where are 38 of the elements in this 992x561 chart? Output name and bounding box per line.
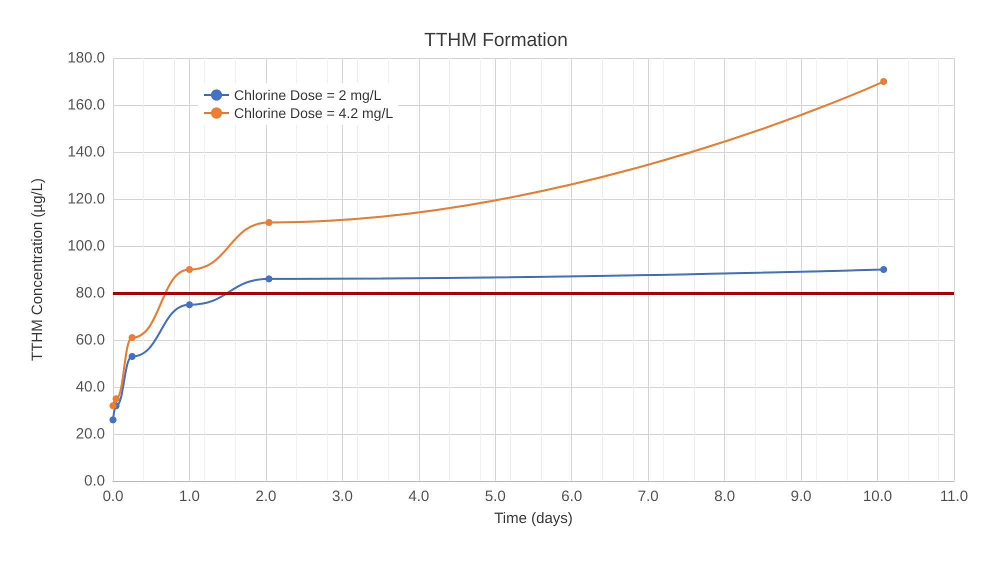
y-tick-label: 100.0 [67, 238, 105, 254]
x-tick-label: 5.0 [484, 488, 506, 505]
x-tick-label: 1.0 [179, 488, 200, 505]
x-tick-label: 4.0 [408, 488, 430, 505]
y-axis-title: TTHM Concentration (µg/L) [29, 178, 46, 361]
x-axis-title: Time (days) [494, 510, 573, 527]
point [186, 266, 193, 273]
point [265, 275, 272, 282]
y-tick-label: 20.0 [76, 426, 105, 442]
point [186, 301, 193, 308]
x-tick-label: 11.0 [940, 488, 968, 505]
point [128, 334, 136, 342]
x-tick-label: 0.0 [102, 488, 124, 505]
y-tick-label: 160.0 [67, 96, 105, 114]
legend-label: Chlorine Dose = 4.2 mg/L [234, 105, 394, 121]
legend-label: Chlorine Dose = 2 mg/L [234, 87, 382, 103]
point [880, 266, 888, 273]
y-tick-label: 60.0 [76, 332, 105, 348]
y-tick-label: 0.0 [84, 472, 105, 490]
x-tick-label: 7.0 [638, 488, 659, 505]
point [128, 352, 136, 360]
x-tick-label: 10.0 [862, 488, 892, 505]
point [265, 219, 272, 226]
x-tick-label: 9.0 [790, 488, 812, 505]
x-tick-label: 6.0 [561, 488, 582, 505]
y-tick-label: 40.0 [76, 378, 105, 396]
x-tick-label: 2.0 [255, 488, 276, 505]
y-tick-label: 140.0 [67, 144, 105, 160]
x-tick-label: 8.0 [714, 488, 736, 505]
point [112, 395, 120, 402]
y-tick-label: 120.0 [67, 190, 105, 208]
y-tick-label: 80.0 [76, 284, 105, 302]
x-tick-label: 3.0 [332, 488, 353, 505]
point [880, 78, 888, 85]
y-tick-label: 180.0 [67, 50, 105, 66]
point [110, 402, 116, 410]
point [110, 416, 116, 424]
chart-title: TTHM Formation [424, 30, 568, 51]
